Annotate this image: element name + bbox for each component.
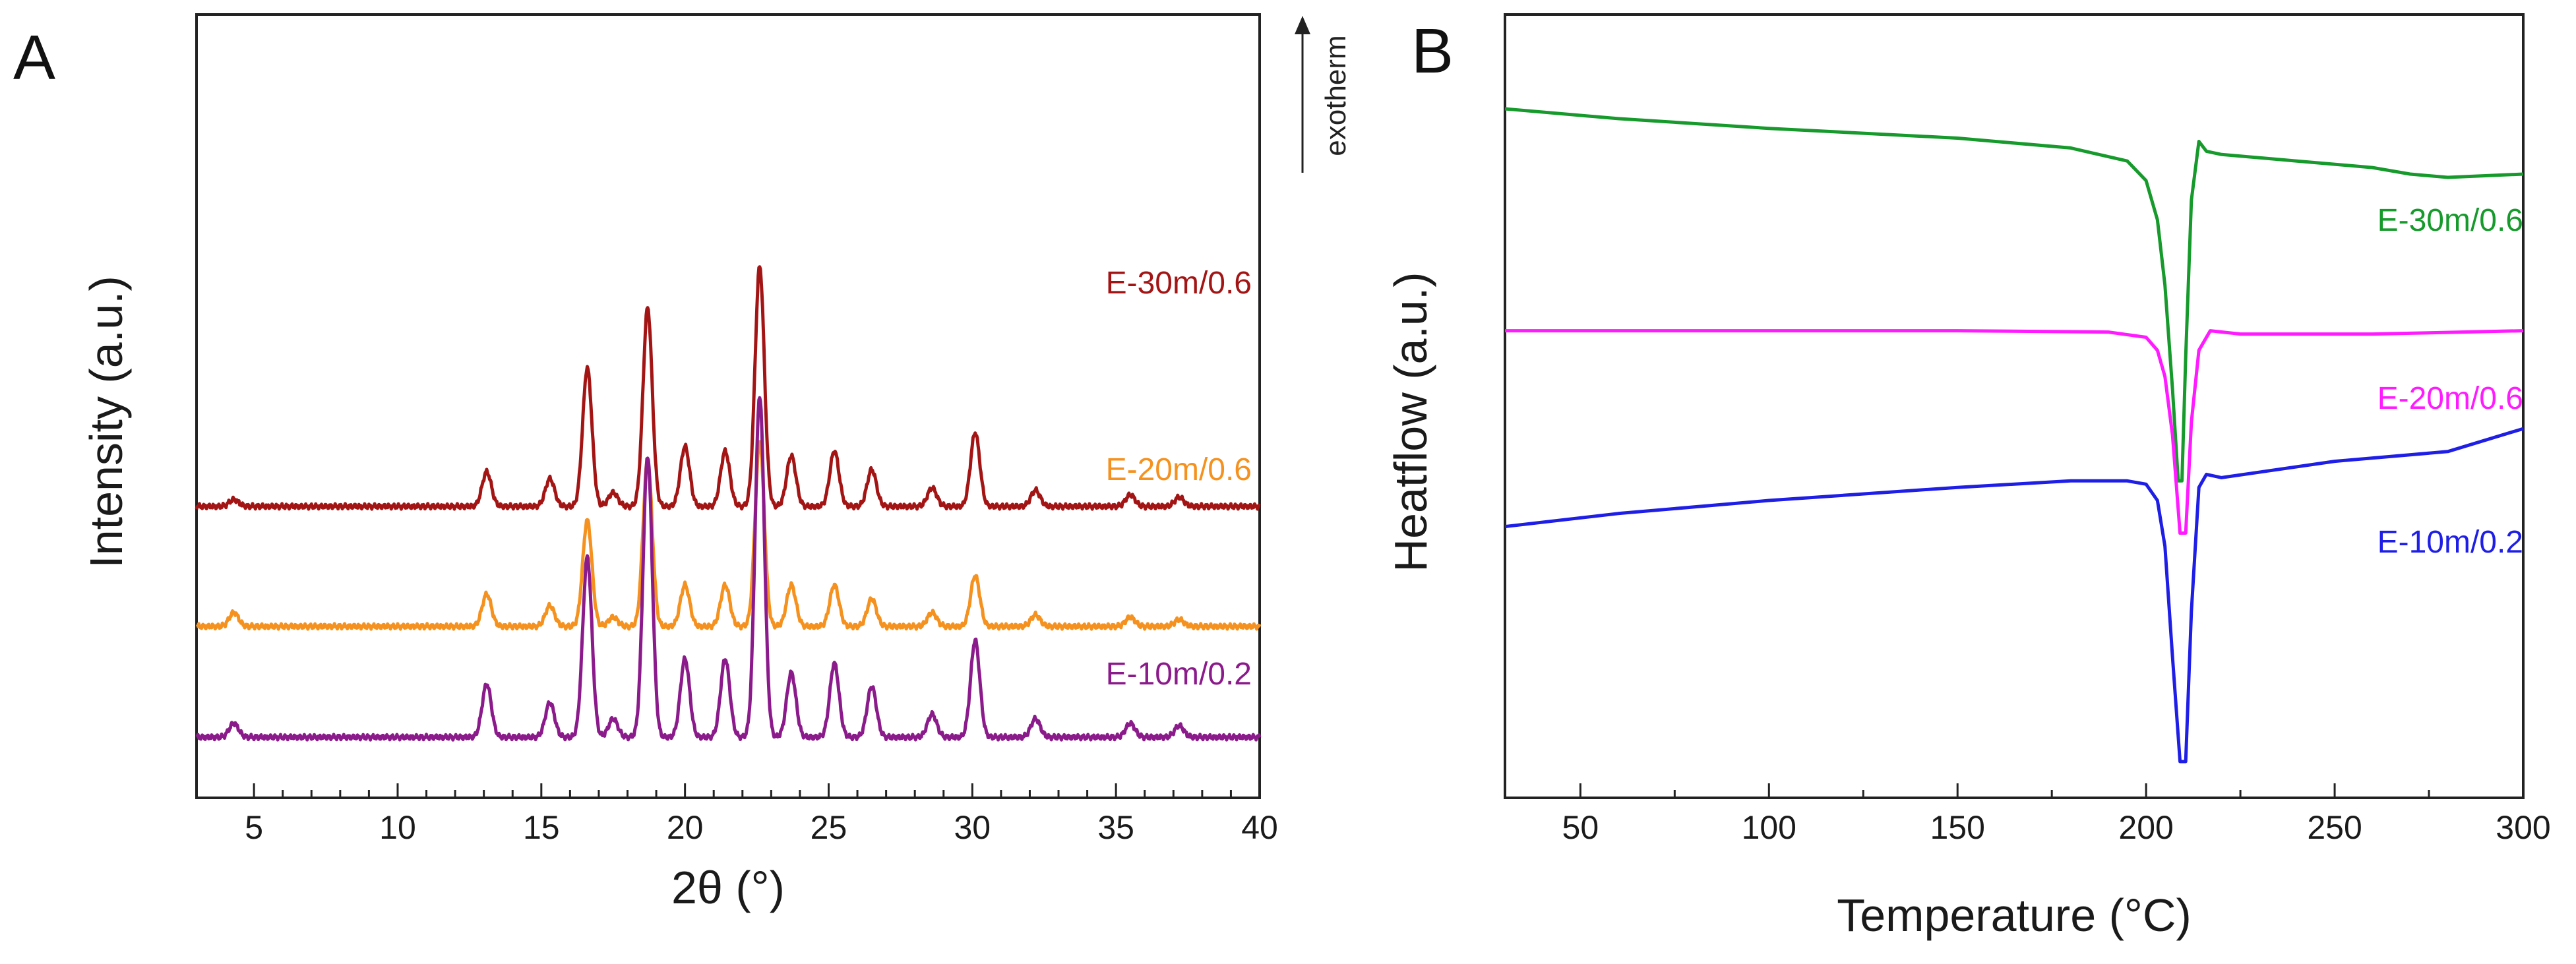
panel-b-x-tick-label: 100 (1742, 809, 1796, 846)
panel-b-x-tick-label: 150 (1930, 809, 1985, 846)
panel-b-x-tick-label: 300 (2496, 809, 2550, 846)
panel-a-x-tick-label: 5 (245, 809, 263, 846)
panel-b-x-ticks: 50 100 150 200 250 300 (1562, 783, 2551, 846)
panel-a-frame (195, 13, 1261, 799)
panel-a-series-line-3 (195, 396, 1262, 742)
panel-b-series-line-2 (1505, 329, 2524, 535)
panel-a-x-tick-label: 25 (811, 809, 847, 846)
panel-b-label: B (1411, 16, 1454, 86)
panel-a-series-label-e10: E-10m/0.2 (1106, 657, 1252, 692)
panel-b-series-line-3 (1504, 427, 2524, 764)
panel-b-x-axis-title: Temperature (°C) (1837, 889, 2192, 941)
panel-b: B 50 100 150 200 250 300 Temperature (°C) Hea… (1385, 13, 2551, 941)
panel-b-frame (1504, 13, 2525, 799)
panel-a-series-label-e30: E-30m/0.6 (1106, 266, 1252, 301)
panel-b-series-line-1 (1504, 107, 2524, 483)
panel-b-series (1504, 107, 2524, 764)
panel-a-x-tick-label: 10 (379, 809, 416, 846)
panel-a: A 5 10 15 20 25 30 35 40 2θ (°) Intensity (a.u.… (13, 13, 1352, 913)
panel-a-label: A (13, 22, 55, 93)
panel-b-x-tick-label: 250 (2307, 809, 2362, 846)
panel-a-x-tick-label: 20 (667, 809, 704, 846)
panel-a-x-ticks: 5 10 15 20 25 30 35 40 (245, 783, 1278, 846)
panel-b-x-tick-label: 50 (1562, 809, 1599, 846)
panel-a-x-tick-label: 40 (1241, 809, 1278, 846)
panel-a-series (195, 265, 1262, 742)
exotherm-arrowhead (1295, 16, 1310, 34)
panel-a-series-label-e20: E-20m/0.6 (1106, 452, 1252, 487)
exotherm-annotation: exotherm (1295, 16, 1352, 173)
panel-a-series-line-2 (195, 440, 1262, 631)
panel-a-x-tick-label: 30 (954, 809, 991, 846)
panel-a-x-tick-label: 15 (523, 809, 560, 846)
panel-a-x-axis-title: 2θ (°) (671, 862, 785, 913)
panel-b-series-label-e20: E-20m/0.6 (2377, 381, 2523, 416)
panel-b-series-label-e10: E-10m/0.2 (2377, 525, 2523, 560)
exotherm-label: exotherm (1320, 35, 1352, 156)
panel-b-y-axis-title: Heatflow (a.u.) (1385, 272, 1436, 572)
panel-b-series-label-e30: E-30m/0.6 (2377, 203, 2523, 238)
panel-b-x-tick-label: 200 (2118, 809, 2173, 846)
panel-a-x-tick-label: 35 (1097, 809, 1134, 846)
panel-a-series-line-1 (195, 265, 1261, 511)
panel-a-y-axis-title: Intensity (a.u.) (80, 276, 132, 568)
